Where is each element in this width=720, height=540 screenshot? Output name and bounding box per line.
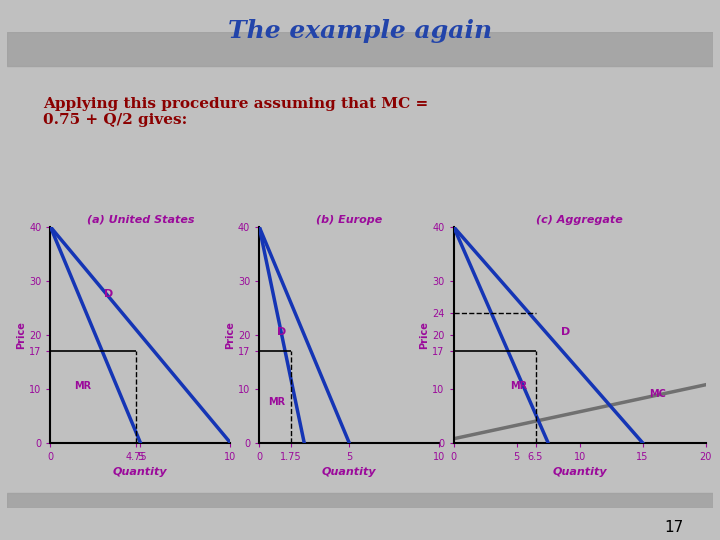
Bar [7,494,713,508]
Title: (a) United States: (a) United States [86,214,194,225]
Title: (b) Europe: (b) Europe [316,214,382,225]
Y-axis label: Price: Price [17,321,26,349]
X-axis label: Quantity: Quantity [113,468,168,477]
X-axis label: Quantity: Quantity [552,468,607,477]
Text: D: D [561,327,570,337]
X-axis label: Quantity: Quantity [322,468,377,477]
Text: MC: MC [649,389,666,399]
Bar [7,32,713,66]
Text: MR: MR [510,381,528,391]
Text: MR: MR [268,397,285,407]
Text: Applying this procedure assuming that MC =
0.75 + Q/2 gives:: Applying this procedure assuming that MC… [43,97,428,127]
Text: 17: 17 [665,519,684,535]
Y-axis label: Price: Price [420,321,429,349]
Y-axis label: Price: Price [225,321,235,349]
Text: D: D [104,289,114,299]
Title: (c) Aggregate: (c) Aggregate [536,214,623,225]
Text: D: D [277,327,287,337]
Text: The example again: The example again [228,19,492,43]
Text: MR: MR [74,381,91,391]
